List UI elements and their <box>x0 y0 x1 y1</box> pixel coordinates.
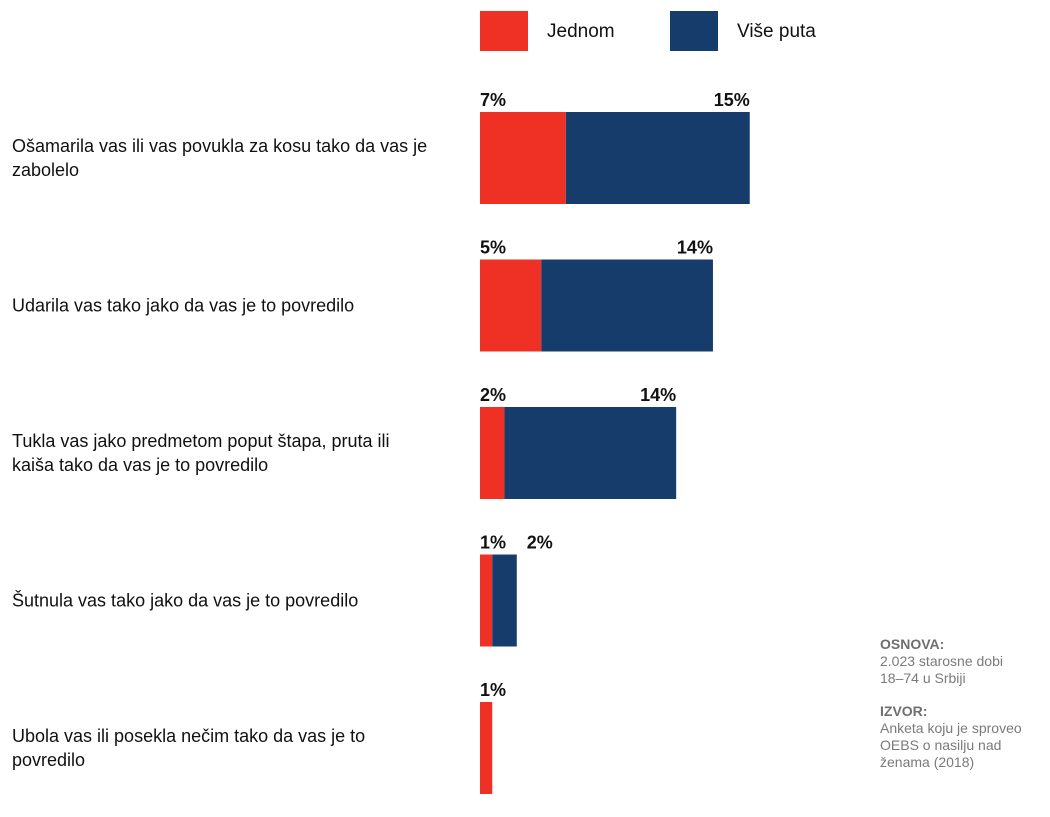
value-label: 7% <box>480 90 506 110</box>
legend-swatch-vise-puta <box>670 11 718 51</box>
value-label: 15% <box>714 90 750 110</box>
bar-jednom <box>480 554 493 647</box>
bar-vise-puta <box>504 407 677 499</box>
category-label: Ubola vas ili posekla nečim tako da vas … <box>12 726 365 746</box>
value-label: 14% <box>640 385 676 405</box>
category-label: Tukla vas jako predmetom poput štapa, pr… <box>12 431 390 451</box>
bar-vise-puta <box>565 112 750 204</box>
basis-line: 2.023 starosne dobi <box>880 653 1003 669</box>
bar-vise-puta <box>541 259 713 352</box>
basis-heading: OSNOVA: <box>880 636 945 652</box>
legend-label: Jednom <box>547 21 615 42</box>
bar-jednom <box>480 407 505 499</box>
source-heading: IZVOR: <box>880 703 928 719</box>
category-label: povredilo <box>12 750 85 770</box>
chart-notes: OSNOVA: 2.023 starosne dobi 18–74 u Srbi… <box>880 636 1050 771</box>
category-label: Šutnula vas tako jako da vas je to povre… <box>12 590 358 611</box>
value-label: 1% <box>480 680 506 700</box>
bar-jednom <box>480 112 566 204</box>
value-label: 5% <box>480 238 506 258</box>
legend-swatch-jednom <box>480 11 528 51</box>
bar-vise-puta <box>492 554 517 647</box>
category-label: zabolelo <box>12 160 79 180</box>
value-label: 14% <box>677 238 713 258</box>
category-label: kaiša tako da vas je to povredilo <box>12 455 268 475</box>
bar-jednom <box>480 259 542 352</box>
basis-line: 18–74 u Srbiji <box>880 670 966 686</box>
source-line: Anketa koju je sproveo <box>880 720 1022 736</box>
legend-label: Više puta <box>737 21 816 42</box>
source-line: OEBS o nasilju nad <box>880 737 1002 753</box>
category-label: Ošamarila vas ili vas povukla za kosu ta… <box>12 136 427 156</box>
category-label: Udarila vas tako jako da vas je to povre… <box>12 296 354 316</box>
bar-jednom <box>480 702 493 794</box>
value-label: 2% <box>480 385 506 405</box>
value-label: 2% <box>527 533 553 553</box>
value-label: 1% <box>480 533 506 553</box>
source-line: ženama (2018) <box>880 754 975 770</box>
